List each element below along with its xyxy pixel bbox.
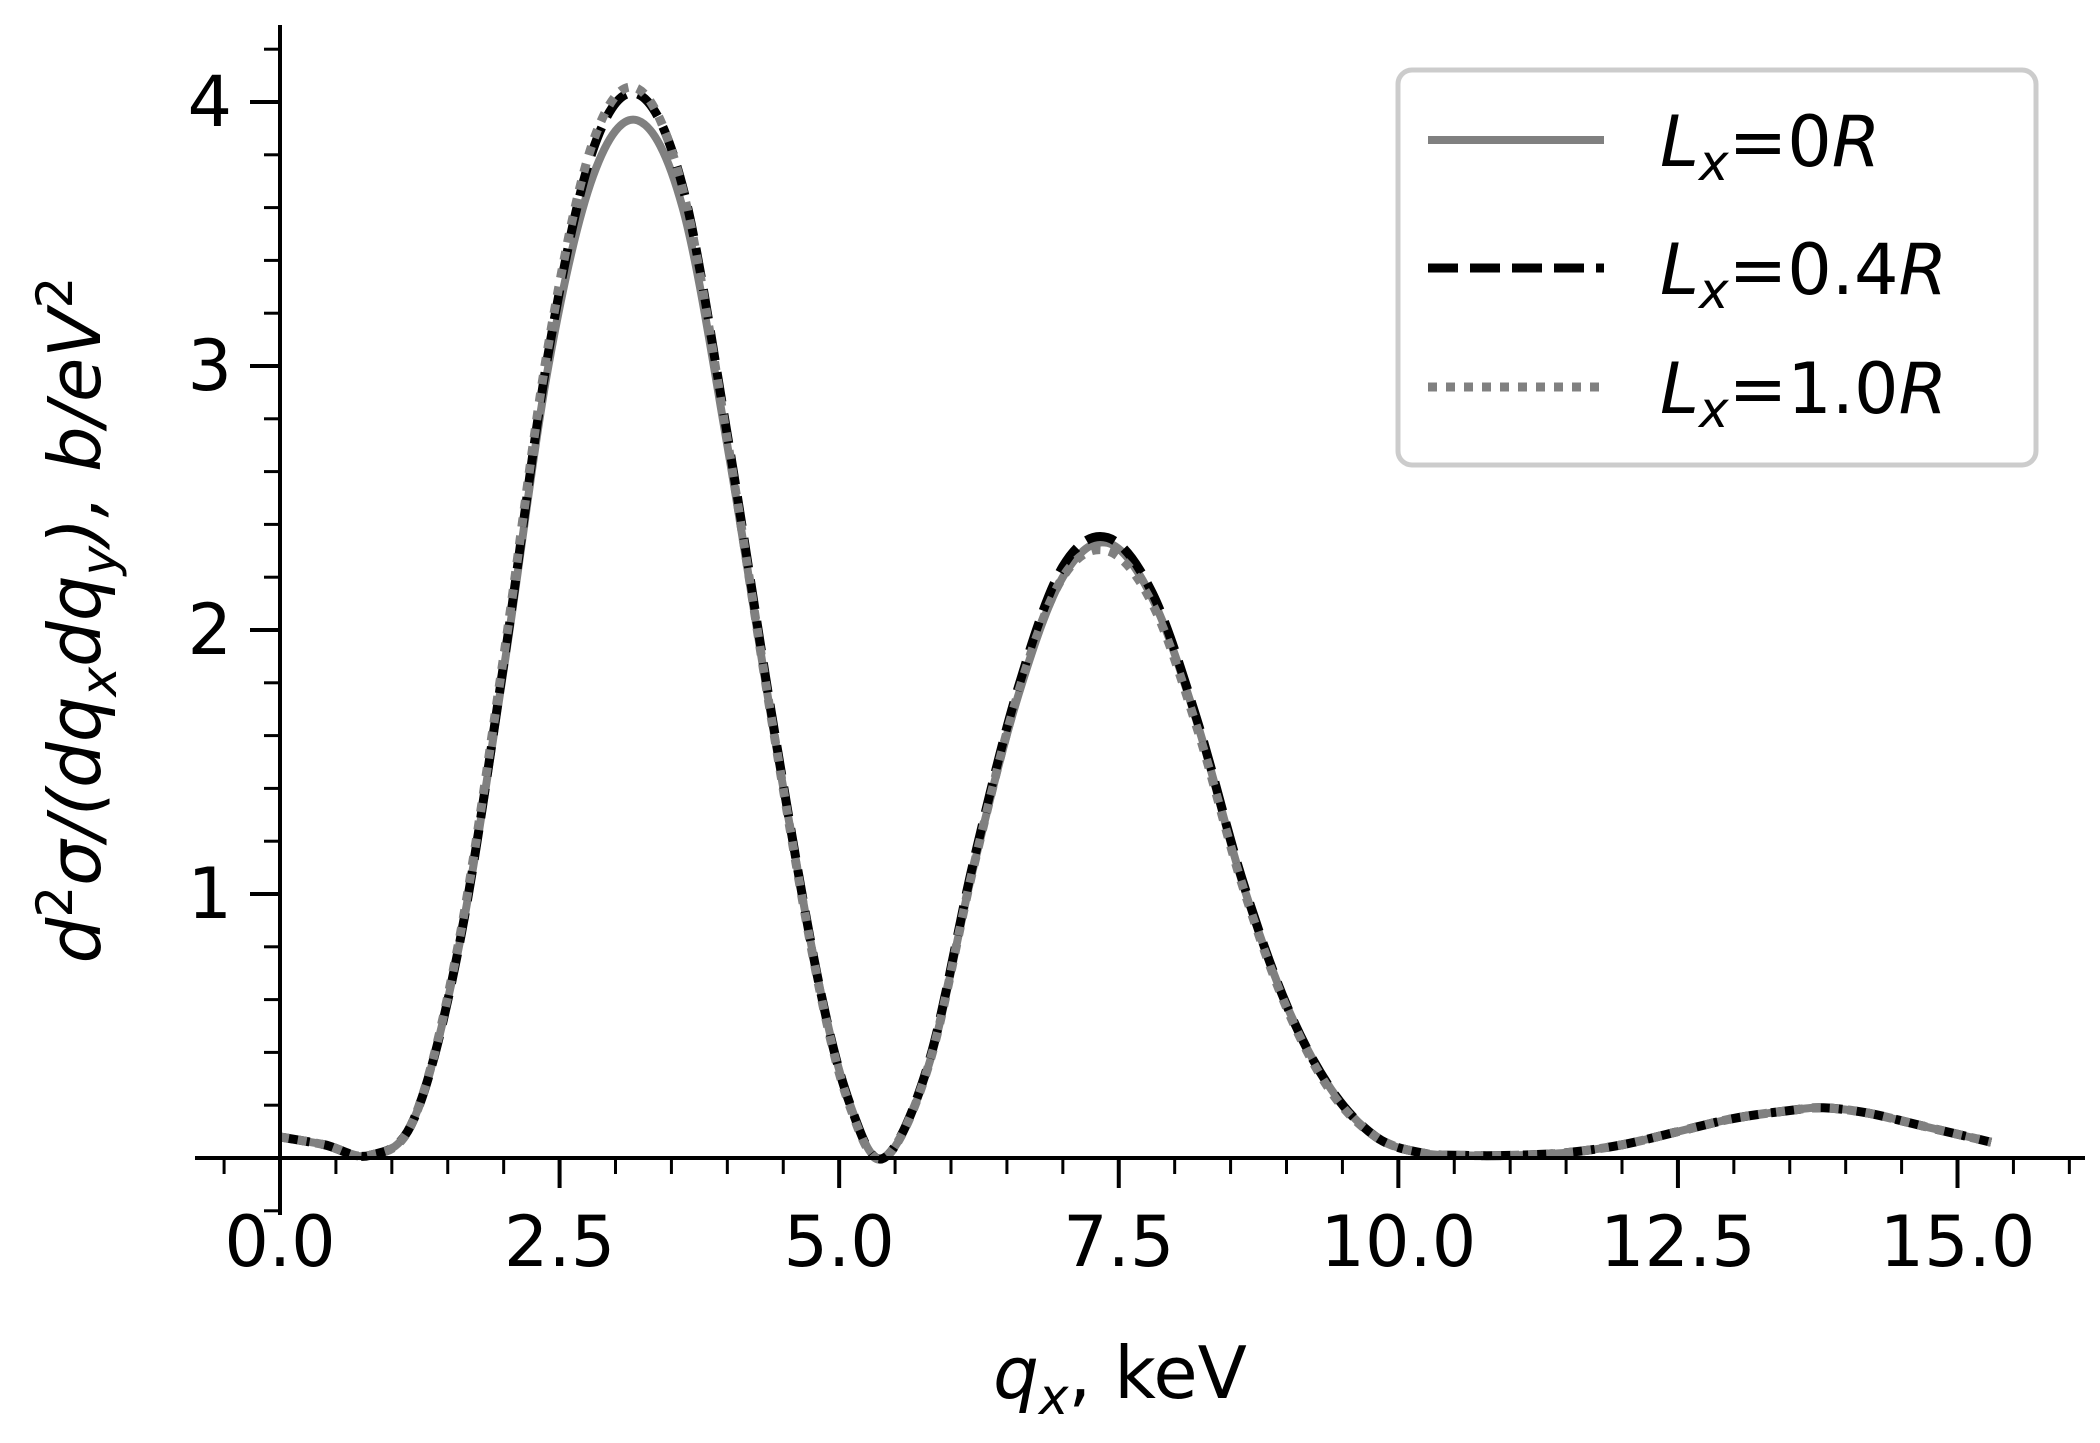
x-tick-label: 10.0	[1320, 1201, 1476, 1283]
x-tick-label: 15.0	[1880, 1201, 2036, 1283]
legend-label-lx-10r: Lx=1.0R	[1660, 348, 1947, 439]
x-tick-label: 12.5	[1600, 1201, 1756, 1283]
y-tick-label: 2	[187, 589, 232, 671]
series-layer	[279, 82, 1993, 1164]
x-tick-label: 2.5	[504, 1201, 615, 1283]
x-tick-label: 0.0	[224, 1201, 335, 1283]
x-axis-label: qx, keV	[993, 1331, 1247, 1426]
legend: Lx=0R Lx=0.4R Lx=1.0R	[1395, 67, 2039, 468]
x-tick-label: 7.5	[1063, 1201, 1174, 1283]
legend-label-lx-0r: Lx=0R	[1660, 101, 1880, 192]
y-tick-label: 4	[187, 61, 232, 143]
y-tick-label: 3	[187, 325, 232, 407]
series-line-dotted	[279, 82, 1993, 1164]
x-tick-label: 5.0	[784, 1201, 895, 1283]
ticks: 0.0 2.5 5.0 7.5 10.0 12.5 15.0 1 2 3 4	[187, 47, 2071, 1283]
axes	[195, 25, 2085, 1215]
y-tick-label: 1	[187, 853, 232, 935]
y-axis-label: d2σ/(dqxdqy), b/eV2	[26, 277, 128, 964]
legend-box	[1395, 67, 2039, 468]
legend-label-lx-04r: Lx=0.4R	[1660, 229, 1947, 320]
